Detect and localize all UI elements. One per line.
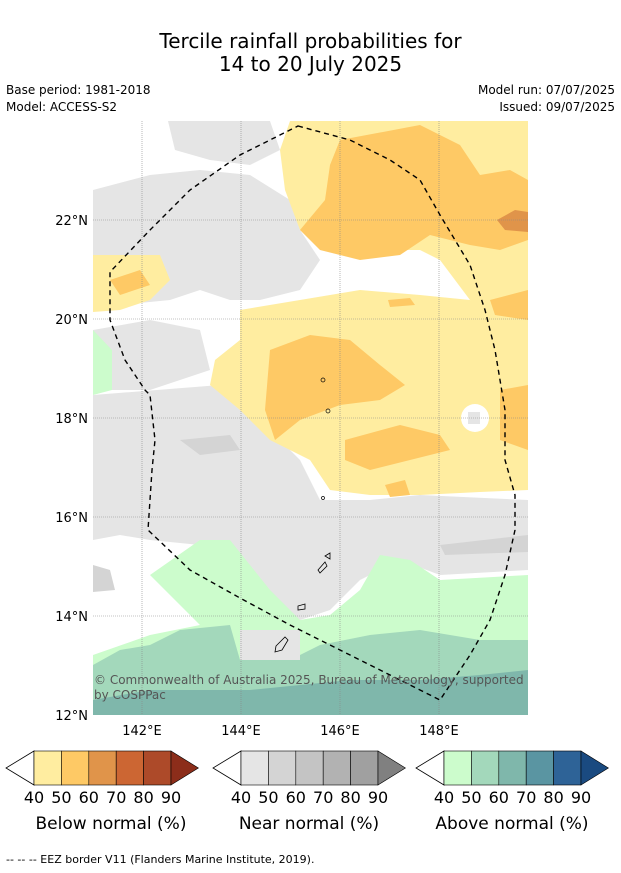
colorbar-segment	[553, 750, 582, 786]
below-normal-50-east	[500, 385, 528, 450]
below-normal-50-small	[388, 298, 415, 307]
colorbar-segment	[580, 750, 609, 786]
meta-left: Base period: 1981-2018 Model: ACCESS-S2	[6, 82, 151, 116]
below-normal-50-west	[110, 270, 150, 295]
colorbar-segment	[33, 750, 62, 786]
colorbar-tick-label: 40	[24, 788, 44, 807]
lat-label: 12°N	[55, 709, 88, 724]
near-normal-guam-box	[240, 630, 300, 660]
colorbar-segment	[170, 750, 199, 786]
lat-label: 20°N	[55, 313, 88, 328]
issued-date: Issued: 09/07/2025	[499, 100, 615, 114]
colorbar-tick-label: 90	[368, 788, 388, 807]
lon-label: 144°E	[221, 724, 261, 739]
model-name: Model: ACCESS-S2	[6, 100, 118, 114]
colorbar-tick-label: 70	[313, 788, 333, 807]
map-title-line2: 14 to 20 July 2025	[218, 52, 403, 76]
near-normal-50-west	[93, 565, 115, 592]
below-normal-60-patch	[497, 210, 528, 232]
colorbar-tick-label: 60	[489, 788, 509, 807]
colorbar-segment	[471, 750, 500, 786]
tinian-island	[324, 552, 331, 560]
near-normal-region-top	[168, 121, 280, 165]
above-normal-40-west	[93, 330, 112, 395]
colorbar-tick-label: 80	[340, 788, 360, 807]
near-normal-50-patch	[180, 435, 240, 455]
anatahan-island	[321, 496, 325, 500]
colorbar-title-near: Near normal (%)	[238, 814, 380, 834]
colorbars: 40 50 60 70 80 90 40 50 60 70 80 90 40 50 60 70 80 90	[5, 750, 609, 807]
colorbar-segment	[525, 750, 554, 786]
lon-label: 142°E	[122, 724, 162, 739]
lon-label: 146°E	[320, 724, 360, 739]
colorbar-segment	[88, 750, 117, 786]
colorbar-segment	[240, 750, 269, 786]
lat-label: 16°N	[55, 511, 88, 526]
colorbar-title-below: Below normal (%)	[35, 814, 187, 834]
pagan-island	[325, 408, 331, 414]
eez-border	[109, 125, 516, 701]
below-normal-50-north	[300, 125, 528, 260]
colorbar-tick-label: 60	[286, 788, 306, 807]
base-period: Base period: 1981-2018	[6, 83, 151, 97]
above-normal-60-south	[93, 670, 528, 715]
gap-small	[425, 265, 450, 295]
colorbar-tick-label: 50	[461, 788, 481, 807]
colorbar-segment	[115, 750, 144, 786]
colorbar-segment	[377, 750, 406, 786]
colorbar-left-arrow	[5, 750, 35, 786]
agrihan-island	[320, 377, 326, 383]
colorbar-tick-label: 40	[434, 788, 454, 807]
colorbar-tick-label: 90	[571, 788, 591, 807]
below-normal-50-central	[265, 335, 405, 440]
below-normal-50-south	[345, 425, 450, 470]
colorbar-tick-label: 50	[51, 788, 71, 807]
map-area	[93, 121, 528, 715]
colorbar-left-arrow	[212, 750, 242, 786]
colorbar-segment	[498, 750, 527, 786]
map-title-line1: Tercile rainfall probabilities for	[159, 29, 462, 53]
copyright-text: © Commonwealth of Australia 2025, Bureau…	[94, 673, 527, 702]
gridlines	[93, 121, 528, 715]
lat-label: 22°N	[55, 214, 88, 229]
colorbar-segment	[268, 750, 297, 786]
lat-label: 18°N	[55, 412, 88, 427]
colorbar-segment	[143, 750, 172, 786]
rota-island	[297, 603, 306, 611]
lat-label: 14°N	[55, 610, 88, 625]
colorbar-tick-label: 70	[516, 788, 536, 807]
colorbar-segment	[350, 750, 379, 786]
colorbar-tick-label: 80	[543, 788, 563, 807]
lon-label: 148°E	[419, 724, 459, 739]
colorbar-segment	[295, 750, 324, 786]
saipan-island	[317, 561, 328, 574]
near-normal-region-west	[93, 320, 210, 390]
meta-right: Model run: 07/07/2025 Issued: 09/07/2025	[478, 82, 615, 116]
colorbar-tick-label: 70	[106, 788, 126, 807]
guam-island	[274, 636, 289, 653]
below-normal-50-small2	[385, 480, 410, 497]
colorbar-tick-label: 50	[258, 788, 278, 807]
colorbar-segment	[322, 750, 351, 786]
colorbar-title-above: Above normal (%)	[435, 814, 589, 834]
colorbar-segment	[61, 750, 90, 786]
colorbar-tick-label: 60	[79, 788, 99, 807]
model-run: Model run: 07/07/2025	[477, 83, 615, 97]
near-normal-50-east	[440, 535, 528, 555]
colorbar-tick-label: 40	[231, 788, 251, 807]
colorbar-left-arrow	[415, 750, 445, 786]
below-normal-50-east2	[490, 290, 528, 320]
colorbar-tick-label: 90	[161, 788, 181, 807]
eez-footer: -- -- -- EEZ border V11 (Flanders Marine…	[6, 853, 315, 866]
colorbar-tick-label: 80	[133, 788, 153, 807]
colorbar-segment	[443, 750, 472, 786]
